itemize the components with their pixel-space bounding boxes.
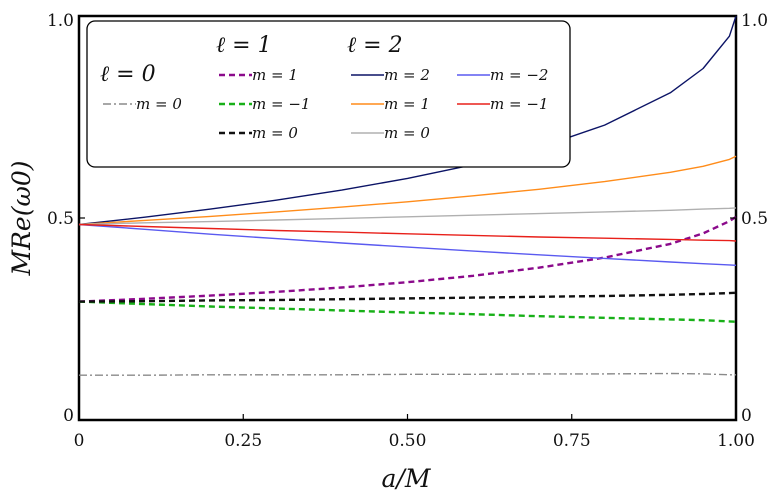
y-tick-label-left: 1.0 [47, 11, 74, 31]
series-line-5 [78, 155, 737, 226]
series-line-1 [78, 215, 737, 303]
x-tick-label: 0 [74, 431, 85, 451]
series-line-0 [79, 372, 736, 376]
y-axis-label: MRe(ω0) [7, 160, 36, 276]
ticks: 0 0.25 0.50 0.75 1.000 00.5 0.51.0 1.0 [47, 11, 768, 451]
y-tick-label-right: 0 [741, 406, 752, 426]
legend-label-4: m = 2 [384, 66, 430, 84]
series-line-8 [78, 223, 737, 242]
legend-box [86, 20, 571, 168]
legend-label-7: m = −2 [490, 66, 548, 84]
legend-label-1: m = 1 [252, 66, 298, 84]
legend-label-3: m = 0 [252, 124, 298, 142]
series-line-2 [78, 300, 737, 323]
x-tick-label: 0.25 [224, 431, 262, 451]
legend-label-6: m = 0 [384, 124, 430, 142]
series-line-7 [78, 223, 737, 266]
legend-label-2: m = −1 [252, 95, 310, 113]
y-tick-label-left: 0.5 [47, 209, 74, 229]
y-tick-label-left: 0 [63, 406, 74, 426]
legend-items: m = 0 m = 1 m = −1 m = 0 m = 2 m = 1 m = 0 m = … [103, 66, 548, 142]
legend-header-l1: ℓ = 1 [216, 33, 272, 58]
legend-label-5: m = 1 [384, 95, 430, 113]
series-line-3 [78, 291, 737, 303]
legend-header-l2: ℓ = 2 [347, 33, 403, 58]
legend-header-l0: ℓ = 0 [100, 62, 156, 87]
legend-label-0: m = 0 [136, 95, 182, 113]
series-line-6 [78, 207, 737, 226]
y-tick-label-right: 0.5 [741, 209, 768, 229]
x-tick-label: 0.50 [389, 431, 427, 451]
legend: ℓ = 1 ℓ = 2 ℓ = 0 m = 0m = 1m = −1m = 0m… [86, 20, 571, 168]
x-axis-label: a/M [382, 464, 432, 493]
y-tick-label-right: 1.0 [741, 11, 768, 31]
x-tick-label: 0.75 [553, 431, 591, 451]
x-tick-label: 1.00 [717, 431, 755, 451]
legend-label-8: m = −1 [490, 95, 548, 113]
